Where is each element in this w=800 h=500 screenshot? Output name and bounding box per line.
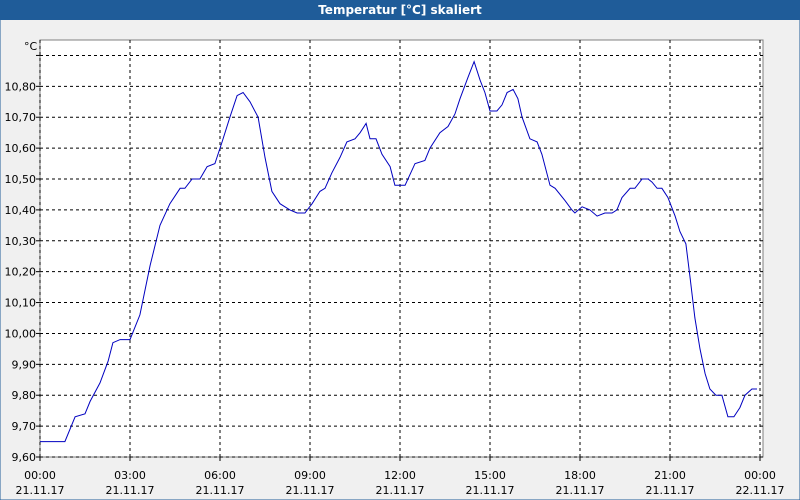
x-tick-label: 09:00 bbox=[294, 469, 326, 482]
title-bar bbox=[0, 0, 800, 20]
y-tick-label: 10,50 bbox=[5, 173, 37, 186]
data-line bbox=[40, 60, 757, 443]
x-tick-label: 03:00 bbox=[114, 469, 146, 482]
x-tick-label: 06:00 bbox=[204, 469, 236, 482]
x-tick-date: 21.11.17 bbox=[376, 484, 425, 497]
plot-area bbox=[39, 39, 764, 458]
x-tick-date: 21.11.17 bbox=[646, 484, 695, 497]
y-axis-unit: °C bbox=[24, 40, 38, 53]
y-tick-label: 10,30 bbox=[5, 235, 37, 248]
x-tick-date: 21.11.17 bbox=[16, 484, 65, 497]
y-tick-label: 10,00 bbox=[5, 327, 37, 340]
x-tick-date: 21.11.17 bbox=[106, 484, 155, 497]
x-tick-date: 21.11.17 bbox=[556, 484, 605, 497]
y-tick-label: 10,60 bbox=[5, 142, 37, 155]
y-tick-label: 9,80 bbox=[12, 389, 37, 402]
y-tick-label: 10,10 bbox=[5, 297, 37, 310]
y-tick-label: 9,60 bbox=[12, 451, 37, 464]
y-tick-label: 10,80 bbox=[5, 80, 37, 93]
x-tick-date: 22.11.17 bbox=[736, 484, 785, 497]
y-tick-label: 10,20 bbox=[5, 266, 37, 279]
y-tick-label: 9,90 bbox=[12, 358, 37, 371]
y-tick-label: 10,70 bbox=[5, 111, 37, 124]
x-tick-label: 12:00 bbox=[384, 469, 416, 482]
chart-title: Temperatur [°C] skaliert bbox=[318, 3, 482, 17]
x-tick-date: 21.11.17 bbox=[286, 484, 335, 497]
x-tick-label: 15:00 bbox=[474, 469, 506, 482]
x-tick-label: 21:00 bbox=[654, 469, 686, 482]
x-tick-label: 00:00 bbox=[744, 469, 776, 482]
x-tick-label: 00:00 bbox=[24, 469, 56, 482]
x-tick-date: 21.11.17 bbox=[196, 484, 245, 497]
x-tick-date: 21.11.17 bbox=[466, 484, 515, 497]
y-tick-label: 9,70 bbox=[12, 420, 37, 433]
y-tick-label: 10,40 bbox=[5, 204, 37, 217]
x-tick-label: 18:00 bbox=[564, 469, 596, 482]
